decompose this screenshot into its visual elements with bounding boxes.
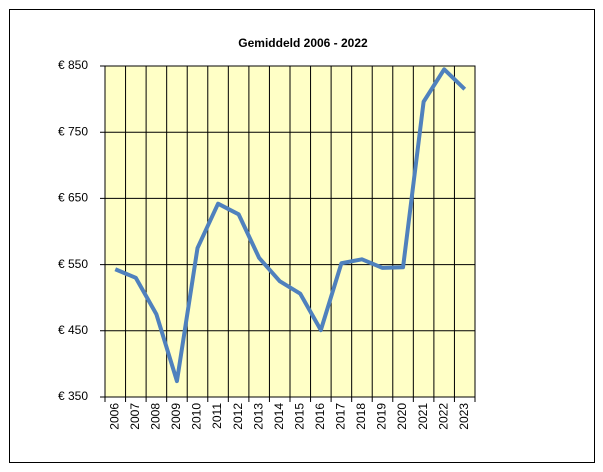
data-line <box>114 67 467 384</box>
x-tick-label: 2007 <box>128 403 142 430</box>
x-tick-label: 2008 <box>149 403 163 430</box>
x-tick-label: 2019 <box>375 403 389 430</box>
x-tick-label: 2020 <box>395 403 409 430</box>
x-tick-label: 2023 <box>457 403 471 430</box>
chart-title: Gemiddeld 2006 - 2022 <box>238 36 368 50</box>
x-tick-label: 2014 <box>272 403 286 430</box>
x-tick-label: 2006 <box>107 403 121 430</box>
y-tick-label: € 750 <box>58 124 88 138</box>
y-tick-label: € 650 <box>58 191 88 205</box>
x-tick-label: 2018 <box>354 403 368 430</box>
y-tick-label: € 350 <box>58 389 88 403</box>
x-tick-label: 2012 <box>231 403 245 430</box>
y-tick-label: € 850 <box>58 58 88 72</box>
x-tick-label: 2017 <box>334 403 348 430</box>
y-tick-label: € 550 <box>58 257 88 271</box>
x-tick-label: 2015 <box>292 403 306 430</box>
x-tick-label: 2022 <box>436 403 450 430</box>
x-tick-label: 2021 <box>416 403 430 430</box>
x-tick-label: 2011 <box>210 403 224 429</box>
plot-border <box>104 65 476 398</box>
x-tick-label: 2013 <box>251 403 265 430</box>
x-tick-label: 2010 <box>190 403 204 430</box>
y-tick-label: € 450 <box>58 323 88 337</box>
x-tick-label: 2009 <box>169 403 183 430</box>
x-tick-label: 2016 <box>313 403 327 430</box>
